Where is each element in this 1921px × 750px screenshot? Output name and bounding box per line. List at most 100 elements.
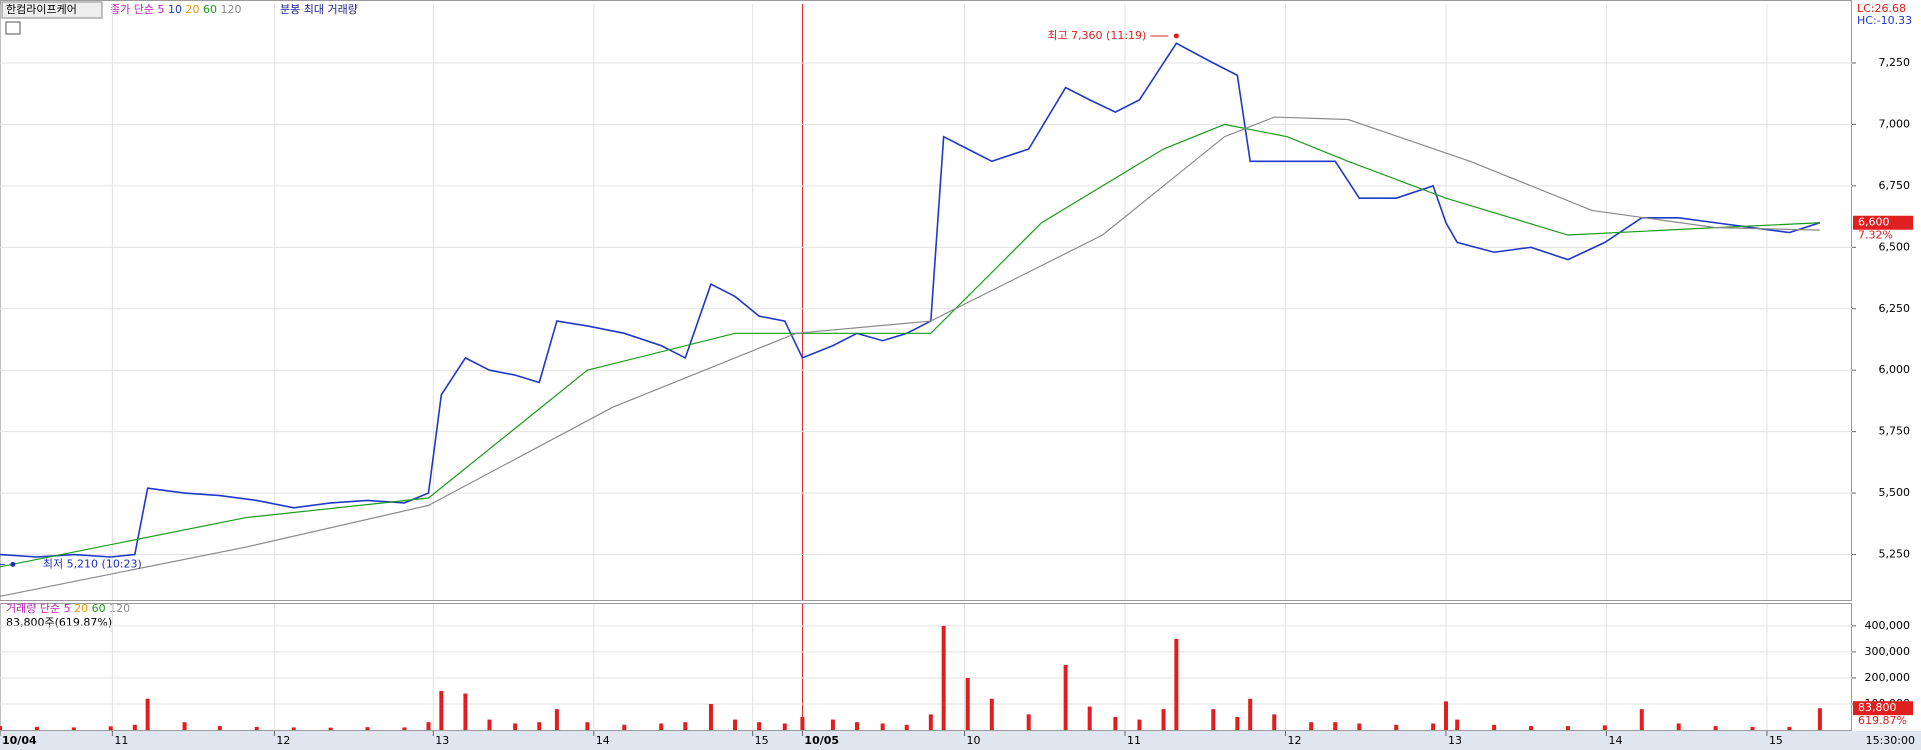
annotation: 최저 5,210 (10:23) <box>43 557 142 570</box>
volume-bar <box>1174 638 1179 730</box>
volume-bar <box>182 722 187 730</box>
volume-bar <box>941 625 946 730</box>
y-tick-label: 5,250 <box>1879 548 1911 561</box>
volume-bar <box>439 690 444 730</box>
volume-bar <box>904 724 909 730</box>
legend-period: 20 <box>185 3 199 16</box>
x-tick-label: 15 <box>1769 734 1783 747</box>
legend-period: 5 <box>64 602 71 615</box>
volume-bar <box>733 719 738 730</box>
y-tick-label: 6,000 <box>1879 363 1911 376</box>
last-value-label: 83,800 <box>1858 701 1897 714</box>
legend-period: 60 <box>92 602 106 615</box>
x-tick-label: 11 <box>114 734 128 747</box>
y-tick-label: 400,000 <box>1865 619 1911 632</box>
volume-bar <box>513 723 518 730</box>
legend-title: 단순 <box>40 602 60 615</box>
volume-bar <box>1750 726 1755 730</box>
volume-bar <box>800 716 805 730</box>
change-label: 7.32% <box>1858 229 1893 242</box>
volume-bar <box>1455 719 1460 730</box>
volume-bar <box>1248 698 1253 730</box>
x-tick-label: 14 <box>596 734 610 747</box>
volume-bar <box>108 726 113 730</box>
x-tick-label: 10 <box>967 734 981 747</box>
volume-bar <box>1529 726 1534 730</box>
volume-bar <box>880 723 885 730</box>
legend-period: 5 <box>157 3 164 16</box>
legend-title: 종가 단순 <box>110 3 154 16</box>
volume-bar <box>585 722 590 730</box>
y-tick-label: 300,000 <box>1865 645 1911 658</box>
volume-bar <box>402 727 407 730</box>
lc-label: LC:26.68 <box>1857 2 1906 15</box>
volume-bar <box>426 722 431 730</box>
volume-title: 거래량 <box>6 602 36 615</box>
x-tick-label: 10/05 <box>804 734 839 747</box>
volume-bar <box>782 723 787 730</box>
price-line <box>0 116 1820 597</box>
annotation-point <box>10 561 16 567</box>
volume-bar <box>1235 716 1240 730</box>
legend-period: 120 <box>109 602 130 615</box>
volume-bar <box>1357 723 1362 730</box>
x-tick-label: 14 <box>1608 734 1622 747</box>
y-tick-label: 6,750 <box>1879 179 1911 192</box>
volume-bar <box>1565 726 1570 730</box>
volume-bar <box>1492 724 1497 730</box>
stock-name[interactable]: 한컴라이프케어 <box>6 3 77 16</box>
volume-bar <box>1087 706 1092 730</box>
ratio-label: 619.87% <box>1858 714 1907 727</box>
volume-bar <box>1026 714 1031 730</box>
volume-bar <box>1431 723 1436 730</box>
annotation-point <box>1173 33 1179 39</box>
volume-bar <box>487 719 492 730</box>
price-legend: 종가 단순 5 10 20 60 120 <box>110 3 241 16</box>
volume-bar <box>1137 719 1142 730</box>
hc-label: HC:-10.33 <box>1857 14 1912 27</box>
volume-bar <box>537 722 542 730</box>
y-tick-label: 5,500 <box>1879 486 1911 499</box>
last-value-label: 6,600 <box>1858 216 1890 229</box>
volume-bar <box>989 698 994 730</box>
y-tick-label: 200,000 <box>1865 671 1911 684</box>
volume-bar <box>830 719 835 730</box>
volume-bar <box>0 726 2 730</box>
volume-bar <box>683 722 688 730</box>
time-label: 15:30:00 <box>1866 734 1915 747</box>
volume-bar <box>965 677 970 730</box>
volume-bar <box>1787 726 1792 730</box>
y-tick-label: 5,750 <box>1879 425 1911 438</box>
x-tick-label: 10/04 <box>2 734 37 747</box>
volume-bar <box>1713 726 1718 730</box>
volume-bar <box>291 727 296 730</box>
legend-period: 20 <box>74 602 88 615</box>
y-tick-label: 6,500 <box>1879 240 1911 253</box>
y-tick-label: 6,250 <box>1879 302 1911 315</box>
x-tick-label: 12 <box>1287 734 1301 747</box>
volume-bar <box>708 703 713 730</box>
volume-bar <box>1161 709 1166 730</box>
time-axis-bar <box>0 731 1921 750</box>
volume-bar <box>328 727 333 730</box>
volume-bar <box>1309 722 1314 730</box>
x-tick-label: 13 <box>1448 734 1462 747</box>
volume-bar <box>928 714 933 730</box>
volume-bar <box>71 727 76 730</box>
x-tick-label: 12 <box>276 734 290 747</box>
volume-legend: 거래량 단순 5 20 60 120 <box>6 602 130 615</box>
volume-bar <box>254 726 259 730</box>
y-tick-label: 7,250 <box>1879 56 1911 69</box>
volume-bar <box>659 723 664 730</box>
volume-info: 83,800주(619.87%) <box>6 616 112 629</box>
stock-name-box[interactable] <box>1 1 103 19</box>
volume-bar <box>1394 724 1399 730</box>
x-tick-label: 15 <box>755 734 769 747</box>
volume-bar <box>1676 723 1681 730</box>
volume-bar <box>145 698 150 730</box>
y-tick-label: 7,000 <box>1879 117 1911 130</box>
volume-bar <box>622 724 627 730</box>
settings-icon[interactable] <box>5 21 21 35</box>
volume-bar <box>1443 701 1448 730</box>
